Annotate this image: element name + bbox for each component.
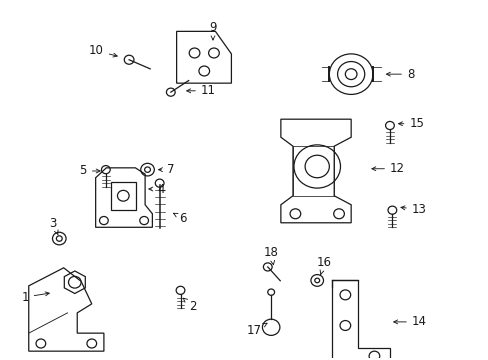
Text: 1: 1 (21, 291, 49, 303)
Text: 12: 12 (371, 162, 404, 175)
Text: 7: 7 (158, 163, 174, 176)
Text: 8: 8 (386, 68, 413, 81)
Text: 18: 18 (263, 246, 278, 265)
Text: 13: 13 (400, 203, 426, 216)
Text: 2: 2 (183, 298, 196, 312)
Text: 3: 3 (49, 217, 58, 235)
Text: 15: 15 (398, 117, 424, 130)
Text: 6: 6 (173, 212, 186, 225)
Text: 5: 5 (80, 165, 100, 177)
Text: 11: 11 (186, 84, 215, 97)
Text: 17: 17 (246, 323, 266, 337)
Text: 16: 16 (316, 256, 331, 274)
Text: 10: 10 (89, 44, 117, 57)
Text: 4: 4 (148, 183, 164, 195)
Text: 14: 14 (393, 315, 426, 328)
Text: 9: 9 (209, 21, 216, 40)
